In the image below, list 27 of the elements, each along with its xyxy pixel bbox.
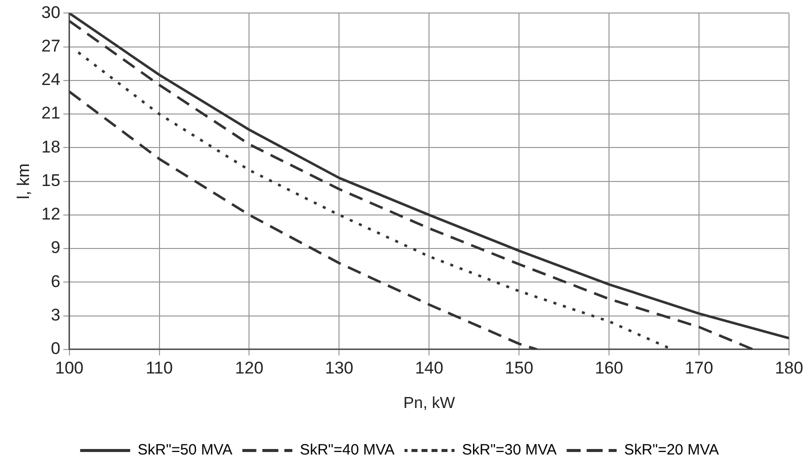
y-tick-label: 24: [41, 70, 60, 90]
y-tick-label: 21: [41, 104, 60, 123]
y-tick-label: 9: [50, 238, 60, 258]
y-tick-label: 0: [50, 339, 60, 358]
x-tick-label: 160: [594, 358, 624, 378]
y-tick-label: 15: [41, 170, 60, 190]
x-tick-label: 140: [414, 358, 444, 378]
x-tick-label: 180: [774, 358, 804, 378]
y-tick-label: 3: [50, 305, 60, 324]
x-tick-label: 110: [146, 358, 173, 378]
legend-label: SkR"=50 MVA: [138, 442, 232, 459]
x-tick-label: 120: [235, 358, 264, 378]
legend-label: SkR"=40 MVA: [300, 442, 395, 459]
y-tick-label: 6: [50, 272, 60, 291]
y-tick-label: 12: [41, 204, 60, 224]
x-tick-label: 130: [325, 358, 354, 378]
x-tick-label: 150: [504, 358, 534, 378]
x-tick-label: 170: [684, 358, 714, 378]
x-tick-label: 100: [55, 358, 84, 378]
y-tick-label: 18: [41, 137, 60, 156]
y-axis-title: l, km: [14, 163, 33, 200]
legend-label: SkR"=20 MVA: [624, 442, 719, 459]
y-tick-label: 30: [41, 2, 60, 22]
y-tick-label: 27: [41, 36, 60, 56]
line-series: [69, 90, 538, 350]
x-axis-title: Pn, kW: [403, 394, 456, 412]
legend-label: SkR"=30 MVA: [462, 442, 557, 459]
